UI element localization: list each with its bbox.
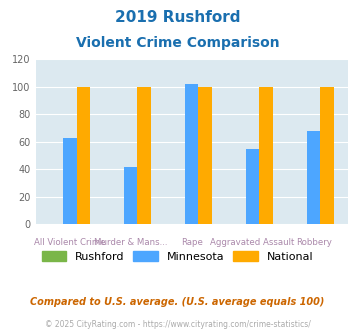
Bar (198, 87, 212, 224)
Bar (185, 84, 198, 224)
Bar (63, 138, 77, 224)
Bar (320, 87, 334, 224)
Bar (77, 87, 90, 224)
Bar (260, 87, 273, 224)
Text: Robbery: Robbery (296, 238, 332, 247)
Text: Murder & Mans...: Murder & Mans... (94, 238, 168, 247)
Text: Aggravated Assault: Aggravated Assault (211, 238, 295, 247)
Bar (246, 149, 260, 224)
Text: Rape: Rape (181, 238, 203, 247)
Text: 2019 Rushford: 2019 Rushford (115, 10, 240, 25)
Bar (307, 131, 320, 224)
Text: Compared to U.S. average. (U.S. average equals 100): Compared to U.S. average. (U.S. average … (30, 297, 325, 307)
Bar (137, 87, 151, 224)
Text: Violent Crime Comparison: Violent Crime Comparison (76, 36, 279, 50)
Bar (124, 167, 137, 224)
Legend: Rushford, Minnesota, National: Rushford, Minnesota, National (37, 247, 318, 267)
Text: All Violent Crime: All Violent Crime (34, 238, 106, 247)
Text: © 2025 CityRating.com - https://www.cityrating.com/crime-statistics/: © 2025 CityRating.com - https://www.city… (45, 320, 310, 329)
